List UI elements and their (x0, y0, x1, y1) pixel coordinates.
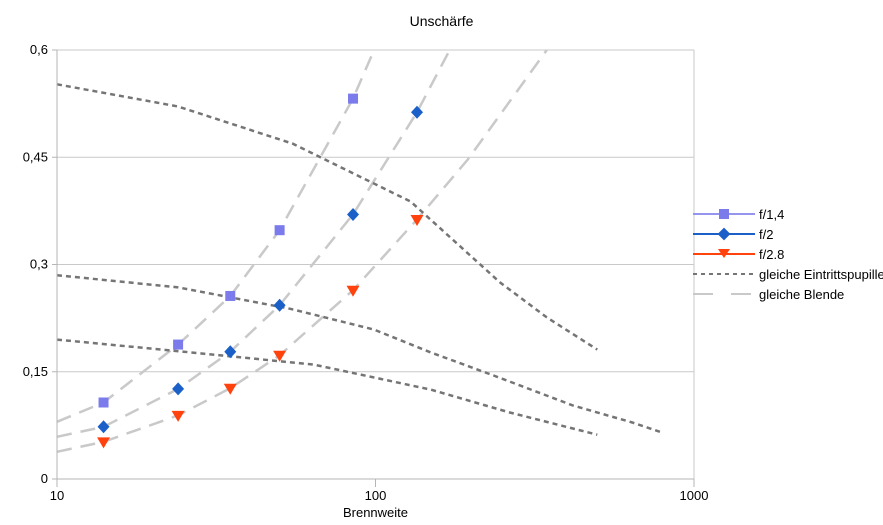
square-marker-icon (719, 209, 729, 219)
legend-label-eintrittspupille: gleiche Eintrittspupille (759, 266, 883, 282)
legend-label-f14: f/1,4 (759, 206, 785, 222)
svg-text:10: 10 (50, 488, 64, 503)
legend-sample-eintrittspupille (693, 267, 755, 281)
diamond-marker-icon (717, 227, 731, 241)
legend-item-blende: gleiche Blende (693, 284, 883, 304)
legend-label-f28: f/2.8 (759, 246, 785, 262)
legend-sample-f2 (693, 227, 755, 241)
legend-label-blende: gleiche Blende (759, 286, 845, 302)
svg-text:0,45: 0,45 (23, 149, 48, 164)
legend-sample-blende (693, 287, 755, 301)
legend-item-f28: f/2.8 (693, 244, 883, 264)
legend-item-eintrittspupille: gleiche Eintrittspupille (693, 264, 883, 284)
svg-text:0,15: 0,15 (23, 364, 48, 379)
x-axis-title: Brennweite (342, 505, 409, 520)
legend-item-f2: f/2 (693, 224, 883, 244)
svg-text:1000: 1000 (680, 488, 709, 503)
legend-sample-f28 (693, 247, 755, 261)
legend: f/1,4 f/2 f/2.8 gleiche Eintrittspupille (693, 204, 883, 304)
chart-title: Unschärfe (409, 13, 474, 29)
svg-text:100: 100 (365, 488, 387, 503)
legend-item-f14: f/1,4 (693, 204, 883, 224)
dashed-line-icon (693, 293, 755, 295)
dotted-line-icon (693, 273, 755, 275)
legend-sample-f14 (693, 207, 755, 221)
svg-text:0: 0 (41, 471, 48, 486)
svg-text:0,6: 0,6 (30, 42, 48, 57)
legend-label-f2: f/2 (759, 226, 774, 242)
triangle-down-marker-icon (718, 249, 730, 259)
svg-text:0,3: 0,3 (30, 257, 48, 272)
